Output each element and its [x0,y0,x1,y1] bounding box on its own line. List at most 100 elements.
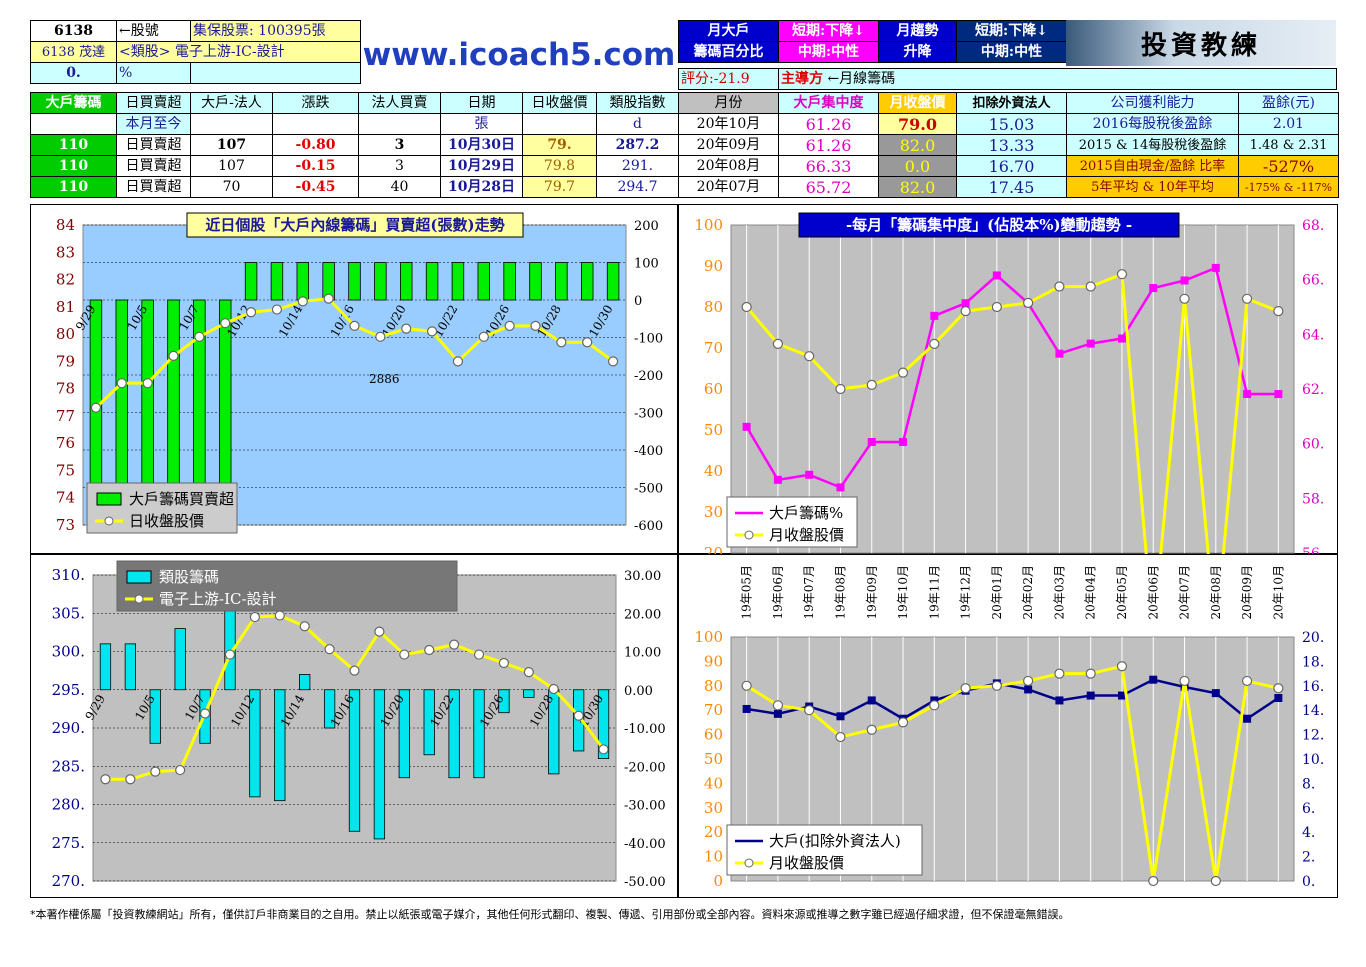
table-row: 20年08月 66.33 0.0 16.70 [678,155,1067,177]
right-tick-label: 20. [1302,630,1324,646]
x-tick-label: 20年02月 [1021,565,1035,620]
main-force-note: ←月線籌碼 [827,70,896,87]
right-tick-label: 18. [1302,654,1324,670]
bar [270,262,284,301]
price-point [929,700,940,711]
series-point [1117,334,1126,343]
bar [398,689,410,779]
right-tick-label: -30.00 [624,799,666,814]
bar [423,689,435,756]
table-row: 20年10月 61.26 79.0 15.03 [678,113,1067,135]
chart-sector-panel: 30.00 20.00 10.00 0.00 -10.00 -20.00 -30.00 -40… [30,554,678,898]
bar [448,689,460,779]
price-point [1241,293,1253,304]
price-point [100,774,111,785]
price-point [607,356,619,367]
sector-name: <類股> 電子上游-IC-設計 [116,41,361,63]
left-tick-label: 50 [704,421,723,439]
price-point [556,337,567,348]
chip-pct-label: 籌碼百分比 [678,41,779,63]
stock-name: 6138 茂達 [30,41,117,63]
bar [425,262,439,301]
right-tick-label: -600 [634,519,663,534]
price-point [299,621,310,632]
legend-box [86,482,238,534]
bar [348,689,361,832]
price-point [175,764,186,776]
bar [174,628,186,691]
right-tick-label: 14. [1302,703,1324,719]
price-point [271,304,283,315]
right-tick-label: -200 [634,369,663,384]
legend-entry: 月收盤股價 [769,526,844,544]
series-line [746,678,1280,721]
hdr-excl: 扣除外資法人 [956,92,1067,114]
legend-swatch [744,530,754,540]
price-point [150,766,161,777]
bar [374,262,387,301]
code-label: ←股號 [116,20,191,42]
price-point [523,667,534,678]
table-row: 110 日買賣超 70 -0.45 40 10月28日 79.7 294.7 [30,176,679,198]
series-point [930,311,939,320]
left-tick-label: 75 [56,461,75,479]
bar [167,299,180,496]
legend-box [116,560,458,612]
concentration-chart: 68.66.64.62.60.58.56.1009080706050403020… [694,212,1324,641]
price-point [582,337,593,348]
price-point [473,649,485,660]
copyright-footer: *本著作權係屬「投資教練網站」所有，僅供訂戶非商業目的之自用。禁止以紙張或電子媒… [30,908,1070,921]
left-tick-label: 83 [56,243,75,261]
right-tick-label: 64. [1302,327,1324,343]
short-term-2: 短期:下降↓ [956,20,1067,42]
main-force: 主導方 [781,70,823,87]
price-point [194,331,205,342]
price-point [835,383,846,395]
monthly-table: 月份 大戶集中度 月收盤價 扣除外資法人 20年10月 61.26 79.0 15.03 2… [678,92,1067,198]
table-row: 110 日買賣超 107 -0.80 3 10月30日 79. 287.2 [30,134,679,156]
legend-entry: 月收盤股價 [769,854,844,872]
series-point [1180,276,1189,285]
price-point [168,350,179,362]
price-point [573,710,584,721]
price-point [504,320,515,332]
x-tick-label: 20年04月 [1084,565,1098,620]
right-tick-label: -300 [634,407,663,422]
bar [224,601,236,691]
price-point [1148,875,1159,887]
left-tick-label: 73 [56,516,75,534]
x-tick-label: 20年07月 [1178,565,1192,620]
price-point [349,320,360,332]
pct-sign: % [116,62,191,84]
rise-fall-label: 升降 [878,41,957,63]
bar [99,643,112,691]
legend-entry: 類股籌碼 [159,568,219,586]
sector-chip-chart: 30.00 20.00 10.00 0.00 -10.00 -20.00 -30.00 -40… [52,560,666,890]
price-point [1023,675,1034,687]
price-point [401,323,412,334]
right-tick-label: 0.00 [624,684,653,699]
right-tick-label: -50.00 [624,875,666,890]
excl-foreign-chart: 20.18.16.14.12.10.8.6.4.2.0.100908070605… [694,565,1324,890]
coach-logo: 投資教練 [1066,20,1336,66]
left-tick-label: 90 [704,652,723,670]
right-tick-label: -400 [634,444,663,459]
bar [249,689,261,798]
price-point [374,626,385,637]
website-url[interactable]: www.icoach5.com [362,37,676,73]
series-point [773,475,782,484]
right-tick-label: 68. [1302,218,1324,234]
left-tick-label: 30 [704,503,723,521]
series-point [1086,339,1095,348]
hdr-mclose: 月收盤價 [878,92,957,114]
stock-code: 6138 [30,20,117,42]
price-point [199,708,211,719]
price-point [426,326,438,337]
price-point [772,700,784,711]
chart-title-box [798,212,1180,238]
series-point [836,712,845,721]
right-tick-label: 6. [1302,801,1315,817]
right-tick-label: 66. [1302,273,1324,289]
bar [323,689,336,729]
price-point [1210,875,1221,887]
